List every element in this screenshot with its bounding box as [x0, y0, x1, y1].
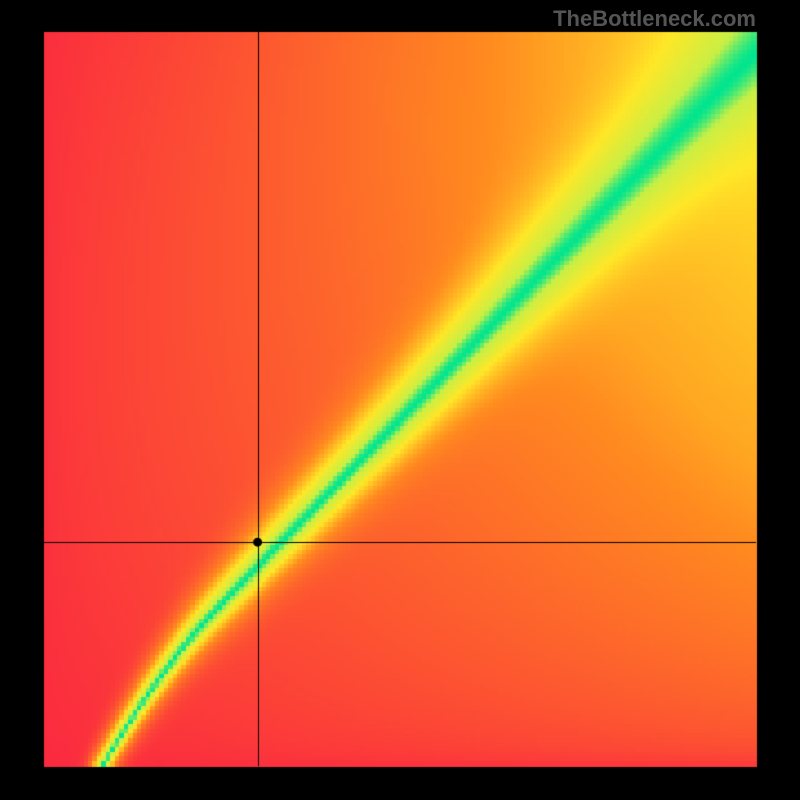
bottleneck-heatmap: [0, 0, 800, 800]
watermark-text: TheBottleneck.com: [553, 6, 756, 32]
chart-container: TheBottleneck.com: [0, 0, 800, 800]
